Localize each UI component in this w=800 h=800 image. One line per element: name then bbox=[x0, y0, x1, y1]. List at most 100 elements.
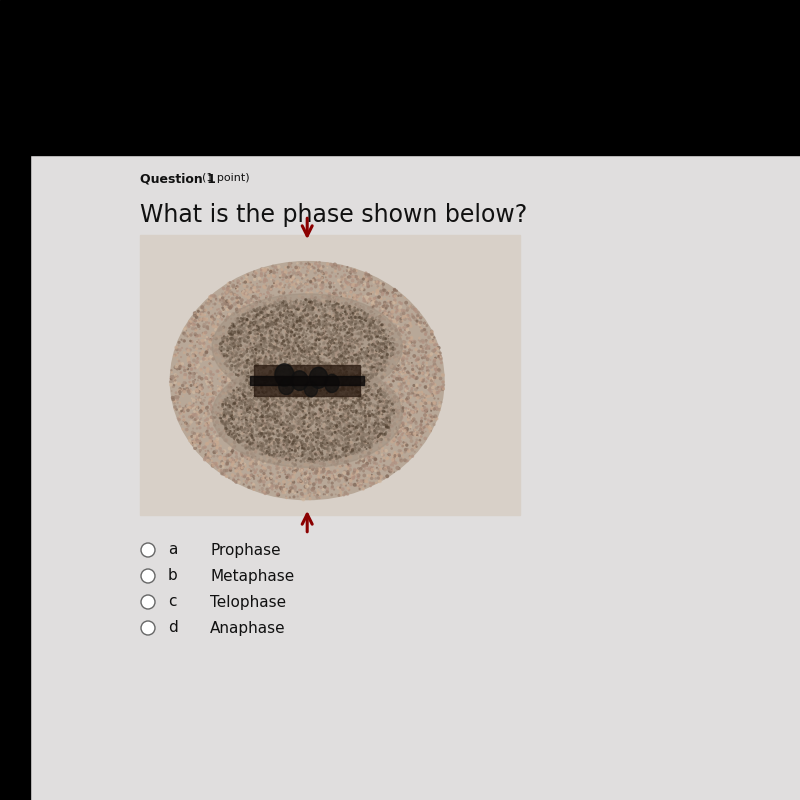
Point bbox=[353, 389, 366, 402]
Point bbox=[350, 311, 362, 324]
Point bbox=[290, 337, 303, 350]
Point bbox=[262, 356, 274, 369]
Point bbox=[245, 387, 258, 400]
Point bbox=[331, 318, 344, 331]
Point bbox=[421, 418, 434, 431]
Point bbox=[272, 370, 285, 382]
Point bbox=[294, 492, 307, 505]
Point bbox=[222, 425, 234, 438]
Point bbox=[241, 441, 254, 454]
Point bbox=[328, 322, 341, 334]
Point bbox=[259, 359, 272, 372]
Point bbox=[178, 406, 190, 418]
Point bbox=[402, 426, 415, 439]
Point bbox=[322, 453, 334, 466]
Point bbox=[254, 469, 267, 482]
Point bbox=[218, 342, 230, 355]
Point bbox=[334, 370, 347, 383]
Point bbox=[354, 395, 367, 408]
Point bbox=[358, 402, 371, 415]
Point bbox=[267, 374, 280, 387]
Point bbox=[414, 430, 427, 442]
Point bbox=[391, 462, 404, 474]
Point bbox=[230, 373, 243, 386]
Point bbox=[268, 382, 281, 394]
Point bbox=[263, 439, 276, 452]
Point bbox=[362, 296, 374, 309]
Point bbox=[354, 476, 367, 489]
Point bbox=[204, 292, 217, 305]
Point bbox=[257, 440, 270, 453]
Point bbox=[282, 316, 295, 329]
Point bbox=[338, 446, 350, 458]
Point bbox=[186, 410, 198, 422]
Point bbox=[283, 442, 296, 454]
Point bbox=[244, 412, 257, 425]
Point bbox=[357, 482, 370, 495]
Point bbox=[354, 398, 366, 411]
Point bbox=[296, 328, 309, 341]
Point bbox=[194, 308, 207, 321]
Point bbox=[391, 462, 404, 474]
Point bbox=[257, 322, 270, 334]
Point bbox=[238, 346, 251, 358]
Point bbox=[360, 417, 373, 430]
Point bbox=[358, 312, 371, 325]
Point bbox=[282, 431, 294, 444]
Point bbox=[378, 391, 391, 404]
Point bbox=[275, 367, 288, 380]
Point bbox=[272, 440, 285, 453]
Point bbox=[262, 319, 275, 332]
Point bbox=[230, 282, 243, 295]
Point bbox=[254, 430, 266, 443]
Point bbox=[223, 387, 236, 400]
Point bbox=[342, 381, 355, 394]
Point bbox=[244, 305, 257, 318]
Point bbox=[283, 378, 296, 391]
Point bbox=[296, 378, 309, 390]
Point bbox=[278, 342, 291, 355]
Point bbox=[230, 465, 242, 478]
Point bbox=[357, 360, 370, 373]
Point bbox=[319, 364, 332, 377]
Point bbox=[321, 434, 334, 446]
Point bbox=[290, 316, 303, 329]
Point bbox=[309, 322, 322, 334]
Point bbox=[302, 354, 315, 366]
Point bbox=[219, 387, 232, 400]
Point bbox=[274, 482, 287, 494]
Point bbox=[368, 307, 381, 320]
Point bbox=[308, 395, 321, 408]
Point bbox=[367, 410, 380, 422]
Point bbox=[262, 320, 275, 333]
Point bbox=[295, 459, 308, 472]
Point bbox=[375, 308, 388, 321]
Point bbox=[333, 403, 346, 416]
Point bbox=[246, 269, 259, 282]
Point bbox=[335, 423, 348, 436]
Point bbox=[378, 472, 390, 485]
Point bbox=[264, 375, 277, 388]
Point bbox=[375, 416, 388, 429]
Point bbox=[263, 454, 276, 467]
Point bbox=[363, 441, 376, 454]
Point bbox=[315, 356, 328, 369]
Point bbox=[300, 358, 313, 370]
Point bbox=[260, 355, 273, 368]
Point bbox=[366, 435, 378, 448]
Point bbox=[362, 350, 374, 362]
Point bbox=[184, 334, 197, 347]
Point bbox=[400, 393, 413, 406]
Point bbox=[266, 425, 278, 438]
Point bbox=[240, 354, 253, 367]
Point bbox=[276, 337, 289, 350]
Point bbox=[354, 410, 366, 422]
Point bbox=[385, 339, 398, 352]
Point bbox=[342, 429, 354, 442]
Point bbox=[304, 296, 317, 309]
Point bbox=[302, 318, 315, 331]
Point bbox=[253, 286, 266, 298]
Point bbox=[348, 468, 361, 481]
Point bbox=[273, 471, 286, 484]
Point bbox=[306, 354, 318, 367]
